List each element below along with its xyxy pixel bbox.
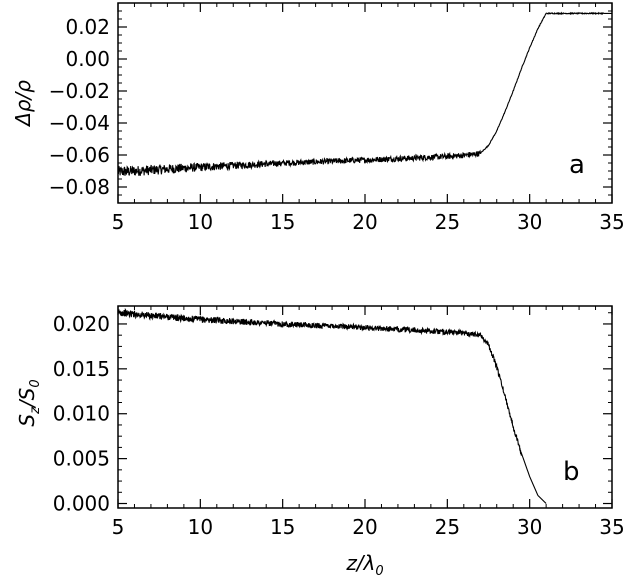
panel-a-x-tick-labels: 5 10 15 20 25 30 35 [112, 210, 624, 234]
x-tick-label: 10 [188, 210, 213, 234]
panel-b-label: b [563, 457, 580, 487]
panel-b-y-axis-title-num: S [15, 414, 39, 427]
panel-b-plot-frame [117, 305, 613, 509]
panel-a: 5 10 15 20 25 30 35 −0.08 −0.06 −0.04 −0.02 0.00 0.… [11, 2, 624, 234]
panel-b-data-layer [117, 307, 547, 504]
x-tick-label: 15 [270, 210, 295, 234]
x-tick-label: 5 [112, 515, 125, 539]
x-tick-label: 5 [112, 210, 125, 234]
x-tick-label: 35 [599, 515, 624, 539]
panel-b-x-ticks [117, 306, 613, 508]
panel-a-label: a [569, 150, 585, 180]
panel-b-y-axis-title-den: S [15, 387, 39, 400]
panel-b-x-axis-title: z/λ0 [345, 551, 383, 578]
y-tick-label: −0.08 [49, 175, 110, 199]
panel-a-plot-frame [117, 2, 613, 204]
y-tick-label: 0.010 [53, 402, 110, 426]
panel-a-y-axis-title: Δρ/ρ [11, 80, 35, 128]
panel-b-y-ticks [118, 312, 612, 505]
x-tick-label: 25 [435, 515, 460, 539]
x-tick-label: 30 [517, 515, 542, 539]
panel-a-data-layer [117, 11, 612, 176]
panel-b-x-tick-labels: 5 10 15 20 25 30 35 [112, 515, 624, 539]
x-tick-label: 25 [435, 210, 460, 234]
y-tick-label: 0.015 [53, 357, 110, 381]
panel-a-series-line [117, 11, 612, 176]
panel-a-y-tick-labels: −0.08 −0.06 −0.04 −0.02 0.00 0.02 [49, 15, 110, 199]
y-tick-label: 0.005 [53, 447, 110, 471]
x-tick-label: 20 [352, 515, 377, 539]
panel-b-y-axis-title-slash: / [15, 398, 39, 409]
panel-a-x-ticks [117, 3, 613, 203]
y-tick-label: −0.06 [49, 143, 110, 167]
y-tick-label: −0.02 [49, 79, 110, 103]
x-tick-label: 20 [352, 210, 377, 234]
panel-b-y-tick-labels: 0.000 0.005 0.010 0.015 0.020 [53, 312, 110, 516]
panel-a-y-ticks [118, 2, 612, 204]
x-tick-label: 30 [517, 210, 542, 234]
y-tick-label: 0.020 [53, 312, 110, 336]
panel-b-y-axis-title-den-sub: 0 [28, 379, 43, 387]
panel-b: 5 10 15 20 25 30 35 0.0000.0050.0100.0150.020 … [15, 305, 624, 578]
panel-b-y-axis-title: Sz/S0 [15, 379, 43, 426]
panel-b-series-line [117, 307, 547, 504]
y-tick-label: 0.000 [53, 492, 110, 516]
y-tick-label: 0.02 [65, 15, 110, 39]
panel-b-y-axis-title-num-sub: z [28, 406, 43, 415]
y-tick-label: −0.04 [49, 111, 110, 135]
panel-b-x-axis-title-main: z/λ [345, 551, 375, 575]
x-tick-label: 35 [599, 210, 624, 234]
panel-b-x-axis-title-sub: 0 [375, 564, 383, 578]
x-tick-label: 15 [270, 515, 295, 539]
x-tick-label: 10 [188, 515, 213, 539]
y-tick-label: 0.00 [65, 47, 110, 71]
